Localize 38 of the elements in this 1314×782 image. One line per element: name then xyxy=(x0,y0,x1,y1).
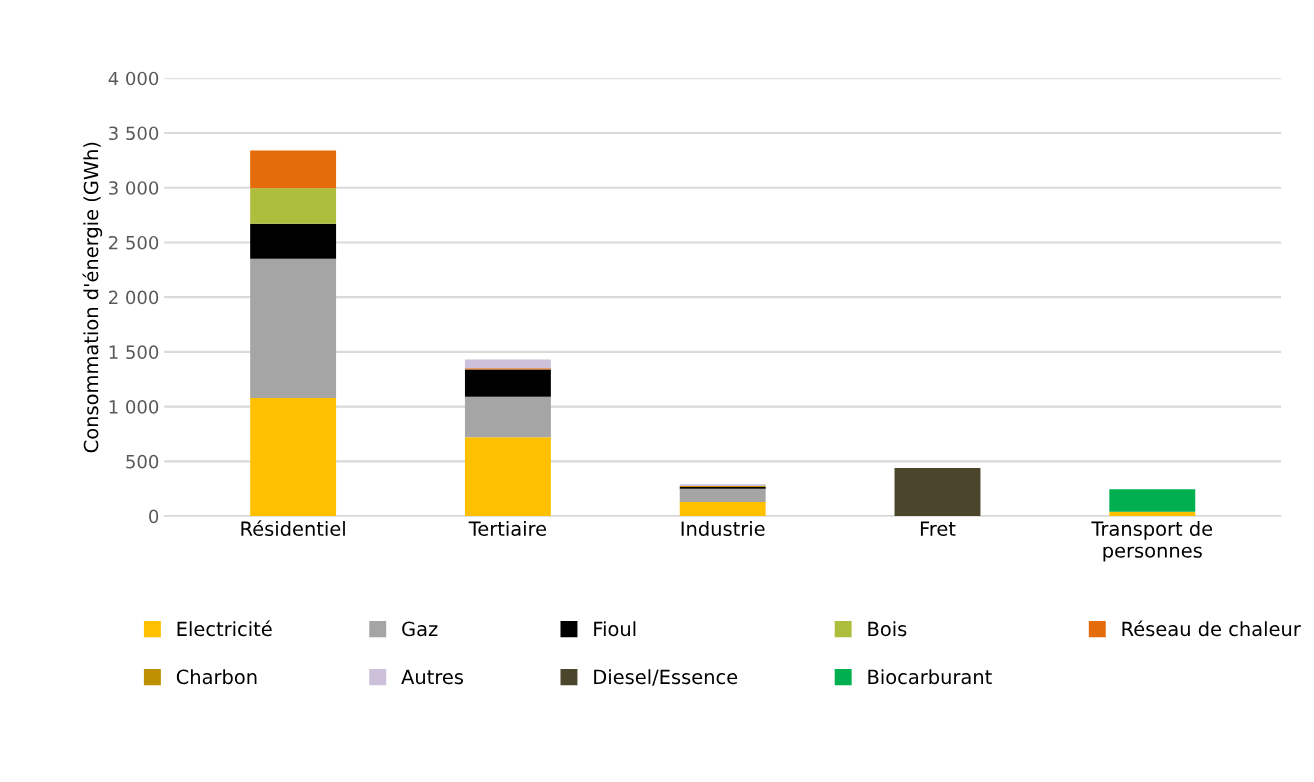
legend-label: Electricité xyxy=(177,620,272,637)
x-tick-label: Tertiaire xyxy=(468,520,547,537)
legend-label: Réseau de chaleur xyxy=(1122,620,1301,637)
bar xyxy=(464,396,551,438)
y-tick-label: 2 500 xyxy=(109,235,159,250)
bar xyxy=(1109,489,1196,512)
y-tick-label: 0 xyxy=(149,509,159,524)
y-tick-label: 1 000 xyxy=(109,400,159,414)
y-tick-label: 3 000 xyxy=(109,181,159,195)
x-tick-label: Résidentiel xyxy=(241,520,345,537)
legend-label: Fioul xyxy=(594,621,636,637)
legend-label: Bois xyxy=(868,621,907,637)
bar xyxy=(250,188,337,224)
bar xyxy=(679,488,766,502)
bar xyxy=(894,467,981,517)
bar xyxy=(464,359,551,369)
y-tick-label: 500 xyxy=(126,454,159,469)
y-tick-label: 3 500 xyxy=(109,126,159,141)
legend-label: Diesel/Essence xyxy=(594,669,738,686)
x-tick-label: Transport de personnes xyxy=(1091,520,1213,562)
bar xyxy=(464,437,551,517)
x-tick-label: Industrie xyxy=(681,520,765,537)
bar xyxy=(250,150,337,189)
bar xyxy=(250,397,337,517)
bar xyxy=(250,223,337,259)
bar xyxy=(1109,511,1196,517)
y-tick-label: 1 500 xyxy=(109,345,159,360)
legend-label: Charbon xyxy=(176,669,257,685)
y-tick-label: 2 000 xyxy=(109,290,159,305)
legend-label: Autres xyxy=(401,669,464,685)
y-axis-title: Consommation d'énergie (GWh) xyxy=(82,142,103,453)
legend-label: Biocarburant xyxy=(868,669,992,685)
y-tick-label: 4 000 xyxy=(108,71,159,86)
bar xyxy=(464,369,551,397)
x-tick-label: Fret xyxy=(920,521,956,537)
bar xyxy=(250,258,337,398)
legend-label: Gaz xyxy=(402,621,438,637)
bar xyxy=(679,501,766,517)
